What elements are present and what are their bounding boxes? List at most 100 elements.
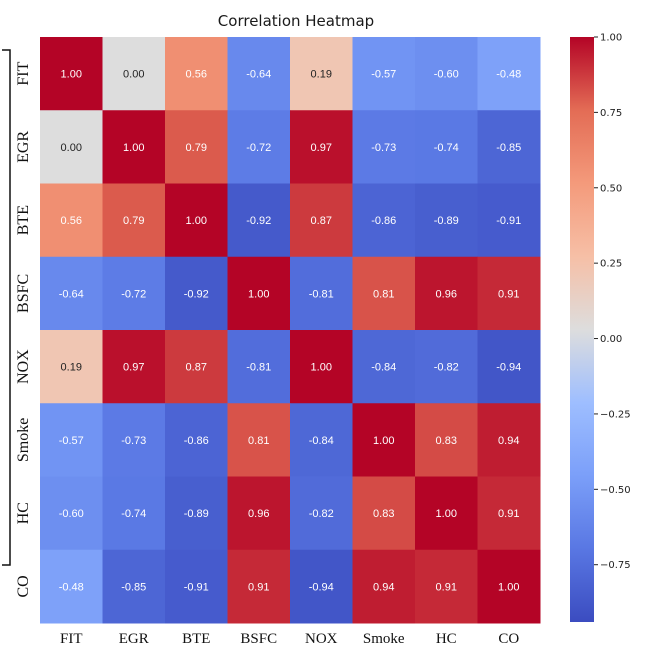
cell-value-label: -0.72 bbox=[121, 288, 146, 300]
cell-value-label: -0.72 bbox=[246, 142, 271, 154]
cell-value-label: 0.91 bbox=[436, 581, 457, 593]
heatmap-cell bbox=[227, 476, 291, 551]
heatmap-cell bbox=[352, 183, 416, 258]
column-labels: FIT EGR BTE BSFC NOX Smoke HC CO bbox=[60, 631, 519, 647]
cell-value-label: 1.00 bbox=[373, 435, 394, 447]
heatmap-cell bbox=[352, 403, 416, 477]
colorbar-tick-label: −0.25 bbox=[600, 409, 631, 420]
cell-value-label: -0.73 bbox=[121, 435, 146, 447]
cell-value-label: 0.94 bbox=[373, 581, 394, 593]
row-label: HC bbox=[15, 502, 32, 524]
cell-value-label: -0.74 bbox=[434, 142, 459, 154]
cell-value-label: 1.00 bbox=[61, 69, 82, 81]
cell-value-label: 1.00 bbox=[436, 508, 457, 520]
heatmap-cell bbox=[290, 476, 353, 551]
cell-value-label: 1.00 bbox=[498, 581, 519, 593]
cell-value-label: -0.60 bbox=[59, 508, 84, 520]
cell-value-label: -0.94 bbox=[496, 362, 521, 374]
heatmap-cell bbox=[415, 330, 478, 404]
heatmap-cell bbox=[102, 256, 166, 331]
cell-value-label: 0.87 bbox=[311, 215, 332, 227]
heatmap-cell bbox=[290, 403, 353, 477]
cell-value-label: -0.86 bbox=[371, 215, 396, 227]
cell-value-label: -0.91 bbox=[496, 215, 521, 227]
heatmap-cell bbox=[415, 183, 478, 258]
heatmap-cell bbox=[227, 549, 291, 624]
cell-value-label: 0.91 bbox=[248, 581, 269, 593]
cell-value-label: -0.82 bbox=[309, 508, 334, 520]
heatmap-cell bbox=[227, 256, 291, 331]
heatmap-cell bbox=[40, 256, 103, 331]
row-labels: FIT EGR BTE BSFC NOX Smoke HC CO bbox=[15, 61, 32, 597]
heatmap-cell bbox=[290, 256, 353, 331]
cell-value-label: -0.48 bbox=[496, 69, 521, 81]
heatmap-cell bbox=[40, 549, 103, 624]
row-label: EGR bbox=[15, 131, 32, 163]
cell-value-label: 0.00 bbox=[123, 69, 144, 81]
cell-value-label: 0.91 bbox=[498, 288, 519, 300]
cell-value-label: 0.81 bbox=[373, 288, 394, 300]
heatmap-cell bbox=[165, 476, 228, 551]
heatmap-cell bbox=[477, 110, 541, 184]
row-label: CO bbox=[15, 575, 32, 597]
heatmap-cell bbox=[165, 403, 228, 477]
cell-value-label: 0.97 bbox=[123, 362, 144, 374]
row-label: BTE bbox=[15, 205, 32, 235]
heatmap-cell bbox=[415, 256, 478, 331]
cell-value-label: 0.79 bbox=[186, 142, 207, 154]
cell-value-label: 0.97 bbox=[311, 142, 332, 154]
column-label: BSFC bbox=[240, 631, 277, 647]
heatmap-cells: 1.00 0.00 0.56 -0.64 0.19 -0.57 -0.60 -0.48 0.00… bbox=[40, 37, 541, 624]
heatmap-cell bbox=[477, 37, 541, 111]
cell-value-label: 1.00 bbox=[123, 142, 144, 154]
cell-value-label: -0.86 bbox=[184, 435, 209, 447]
heatmap-cell bbox=[102, 183, 166, 258]
heatmap-cell bbox=[290, 549, 353, 624]
heatmap-cell bbox=[415, 476, 478, 551]
heatmap-cell bbox=[40, 403, 103, 477]
colorbar-tick-label: 0.00 bbox=[600, 334, 622, 345]
row-label: FIT bbox=[15, 61, 32, 85]
heatmap-cell bbox=[477, 476, 541, 551]
cell-value-label: 1.00 bbox=[248, 288, 269, 300]
cell-value-label: 0.96 bbox=[248, 508, 269, 520]
left-bracket-decoration bbox=[2, 49, 11, 566]
heatmap-cell bbox=[227, 110, 291, 184]
cell-value-label: -0.91 bbox=[184, 581, 209, 593]
heatmap-cell bbox=[352, 110, 416, 184]
cell-value-label: -0.57 bbox=[371, 69, 396, 81]
cell-value-label: 0.83 bbox=[436, 435, 457, 447]
chart-title: Correlation Heatmap bbox=[218, 12, 374, 30]
heatmap-cell bbox=[40, 183, 103, 258]
colorbar-tick-label: 0.25 bbox=[600, 259, 622, 270]
cell-value-label: -0.64 bbox=[59, 288, 84, 300]
heatmap-cell bbox=[40, 110, 103, 184]
cell-value-label: 0.19 bbox=[311, 69, 332, 81]
column-label: NOX bbox=[305, 631, 338, 647]
cell-value-label: -0.73 bbox=[371, 142, 396, 154]
row-label: NOX bbox=[15, 349, 32, 384]
cell-value-label: 0.56 bbox=[186, 69, 207, 81]
cell-value-label: -0.92 bbox=[246, 215, 271, 227]
heatmap-cell bbox=[227, 403, 291, 477]
row-label: Smoke bbox=[15, 418, 32, 462]
cell-value-label: -0.85 bbox=[121, 581, 146, 593]
heatmap-cell bbox=[352, 476, 416, 551]
heatmap-cell bbox=[102, 110, 166, 184]
column-label: BTE bbox=[182, 631, 210, 647]
column-label: HC bbox=[436, 631, 457, 647]
heatmap-cell bbox=[40, 330, 103, 404]
heatmap-cell bbox=[477, 256, 541, 331]
cell-value-label: -0.84 bbox=[309, 435, 334, 447]
cell-value-label: 0.19 bbox=[61, 362, 82, 374]
heatmap-cell bbox=[40, 37, 103, 111]
heatmap-cell bbox=[477, 330, 541, 404]
row-label: BSFC bbox=[15, 274, 32, 313]
colorbar-tick-label: 0.50 bbox=[600, 183, 622, 194]
cell-value-label: 0.81 bbox=[248, 435, 269, 447]
cell-value-label: -0.82 bbox=[434, 362, 459, 374]
heatmap-cell bbox=[40, 476, 103, 551]
cell-value-label: -0.85 bbox=[496, 142, 521, 154]
heatmap-cell bbox=[102, 476, 166, 551]
heatmap-cell bbox=[165, 110, 228, 184]
